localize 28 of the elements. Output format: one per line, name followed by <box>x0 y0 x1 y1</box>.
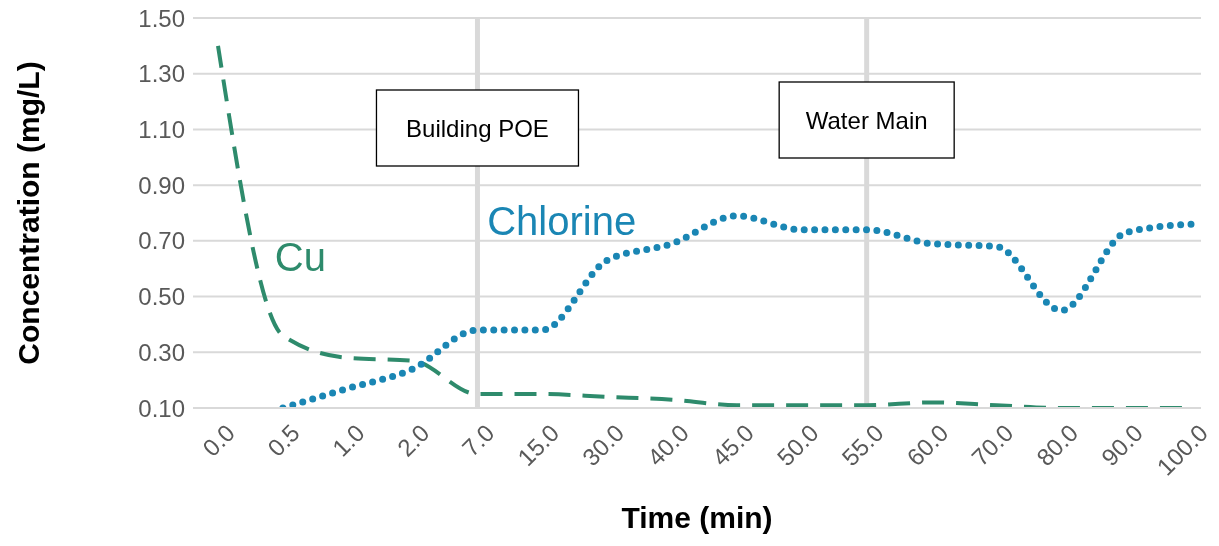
x-tick-label: 1.0 <box>327 418 370 462</box>
x-tick-label: 30.0 <box>577 418 630 472</box>
y-axis-title: Concentration (mg/L) <box>11 61 45 365</box>
x-tick-label: 0.5 <box>262 418 305 462</box>
y-tick-label: 1.10 <box>138 115 185 143</box>
x-axis-title: Time (min) <box>621 501 773 534</box>
x-tick-label: 7.0 <box>456 418 500 462</box>
y-tick-label: 0.10 <box>138 394 185 422</box>
x-tick-label: 40.0 <box>641 418 695 472</box>
y-tick-label: 0.50 <box>138 283 185 311</box>
y-tick-label: 1.30 <box>138 60 185 88</box>
x-tick-label: 50.0 <box>771 418 824 472</box>
x-tick-label: 90.0 <box>1095 418 1149 472</box>
y-tick-label: 0.70 <box>138 227 185 255</box>
x-tick-label: 55.0 <box>836 418 889 472</box>
ref-line-label: Water Main <box>805 106 928 134</box>
x-tick-label: 70.0 <box>966 418 1019 472</box>
series-label: Cu <box>274 234 327 279</box>
series-label: Chlorine <box>487 199 637 244</box>
x-tick-label: 60.0 <box>901 418 954 472</box>
y-tick-label: 1.50 <box>138 4 185 32</box>
x-tick-label: 0.0 <box>197 418 240 462</box>
x-tick-label: 2.0 <box>391 418 435 462</box>
y-tick-label: 0.30 <box>138 338 185 366</box>
y-tick-label: 0.90 <box>138 171 185 199</box>
x-tick-label: 80.0 <box>1031 418 1084 472</box>
ref-line-label: Building POE <box>406 114 549 142</box>
x-tick-label: 45.0 <box>706 418 759 472</box>
